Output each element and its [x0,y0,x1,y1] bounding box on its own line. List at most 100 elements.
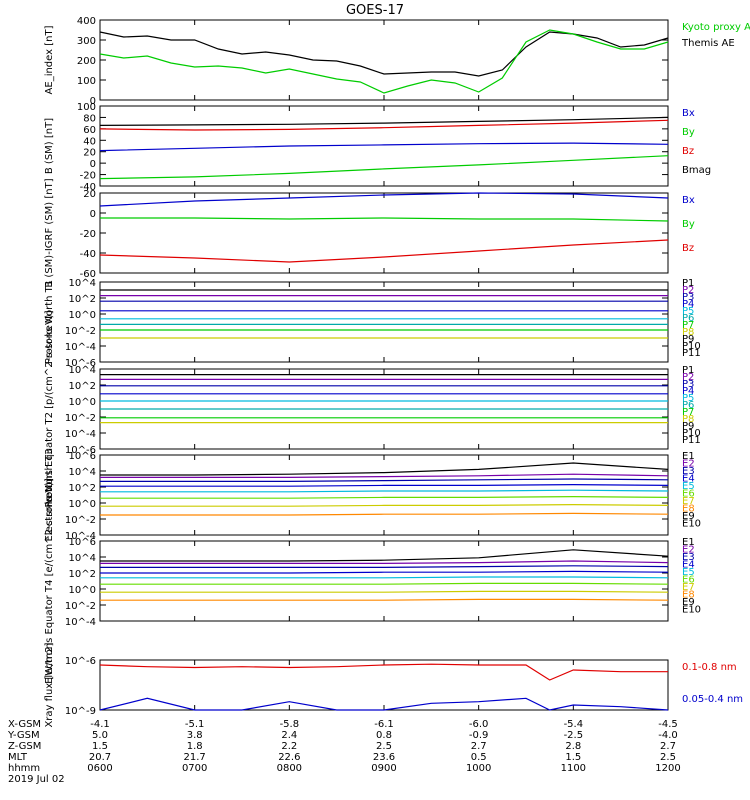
legend-label: P7 [682,320,694,331]
series-line [99,697,669,711]
series-line [99,31,669,77]
panel-frame [99,540,669,622]
legend-label: P10 [682,428,701,439]
series-line [100,560,669,565]
footer-row-label: 2019 Jul 02 [8,774,65,785]
footer-row-label: MLT [8,752,28,763]
y-tick-label: 400 [77,16,96,27]
y-axis-label: B (SM)-IGRF (SM) [nT] [44,178,55,287]
panel-frame [99,454,669,536]
legend-label: By [682,127,695,138]
y-tick-label: 10^0 [69,397,96,408]
legend-label: P2 [682,372,694,383]
panel-8: 10^-9 10^-6 Xray flux [W/m2] 0.1-0.8 nm 0.05… [44,642,743,727]
series-line [99,663,668,681]
legend-label: E3 [682,466,695,477]
series-line [100,576,669,579]
legend-label: E4 [682,560,695,571]
series-line [99,119,669,131]
panel-7: 10^-4 10^-2 10^0 10^2 10^4 10^6 Electrons Equa… [44,478,701,684]
legend-label: E5 [682,481,695,492]
footer-value: 20.7 [89,752,111,763]
legend-label: Bx [682,108,695,119]
series-line [100,503,669,507]
legend-label: P8 [682,414,694,425]
y-tick-label: 10^4 [69,467,96,478]
y-tick-label: 10^0 [69,585,96,596]
footer-row-label: X-GSM [8,719,41,730]
footer-value: 5.0 [92,730,108,741]
y-tick-label: 10^4 [69,553,96,564]
panel-5: 10^-6 10^-4 10^-2 10^0 10^2 10^4 Protons Equat… [44,310,701,507]
series-line [99,116,669,126]
legend-label: E8 [682,504,695,515]
series-line [100,217,669,222]
legend-label: E2 [682,545,695,556]
y-tick-label: 10^-2 [65,515,96,526]
legend-label: P1 [682,278,694,289]
legend-label: E10 [682,519,701,530]
legend-label: E5 [682,567,695,578]
y-tick-label: -60 [80,269,96,280]
footer-value: 0900 [371,763,396,774]
y-tick-label: 200 [77,56,96,67]
footer-value: 0800 [277,763,302,774]
legend-label: P10 [682,341,701,352]
footer-row-label: Z-GSM [8,741,41,752]
y-tick-label: 100 [77,76,96,87]
footer-value: 2.7 [471,741,487,752]
footer-value: 2.5 [660,752,676,763]
y-tick-label: 0 [90,159,96,170]
y-tick-label: 80 [83,113,96,124]
legend-label: Kyoto proxy AE [682,22,750,33]
series-line [100,495,669,499]
legend-label: P7 [682,407,694,418]
series-line [100,462,669,476]
y-tick-label: 0 [90,96,96,107]
chart-title: GOES-17 [346,3,404,18]
footer-value: 2.8 [565,741,581,752]
legend-label: 0.05-0.4 nm [682,694,743,705]
legend-label: E9 [682,511,695,522]
y-tick-label: 10^2 [69,294,96,305]
series-line [99,192,669,207]
panel-1: 0 100 200 300 400 AE_index [nT] Kyoto proxy AE… [44,16,750,107]
footer-value: 23.6 [373,752,395,763]
panel-frame [99,105,669,187]
legend-label: P11 [682,348,701,359]
legend-label: P5 [682,306,694,317]
footer-value: 22.6 [278,752,300,763]
legend-label: By [682,219,695,230]
legend-label: Themis AE [681,38,735,49]
series-line [99,142,669,152]
footer-value: 1.5 [92,741,108,752]
y-tick-label: 10^-4 [65,617,96,628]
footer-value: 2.5 [376,741,392,752]
legend-label: E1 [682,451,695,462]
footer-value: 3.8 [187,730,203,741]
footer-value: -6.0 [469,719,489,730]
y-tick-label: 10^-6 [65,656,96,667]
y-tick-label: 10^-2 [65,413,96,424]
panel-frame [99,192,669,274]
footer-value: 0.8 [376,730,392,741]
legend-label: E6 [682,489,695,500]
y-axis-label: Protons North T1 [44,280,55,364]
series-line [100,473,669,478]
y-tick-label: 40 [83,136,96,147]
footer-value: 1000 [466,763,491,774]
y-tick-label: 10^-6 [65,445,96,456]
y-tick-label: 300 [77,36,96,47]
legend-label: E10 [682,605,701,616]
footer-value: 21.7 [184,752,206,763]
panel-4: 10^-6 10^-4 10^-2 10^0 10^2 10^4 Protons North… [44,278,701,369]
y-axis-label: Electrons Equator T4 [e/(cm^2-s-sr-keV)] [44,478,55,684]
series-line [100,565,669,569]
y-tick-label: -40 [80,249,96,260]
series-line [99,29,669,94]
legend-label: P3 [682,292,694,303]
y-tick-label: 100 [77,102,96,113]
series-line [100,549,669,562]
